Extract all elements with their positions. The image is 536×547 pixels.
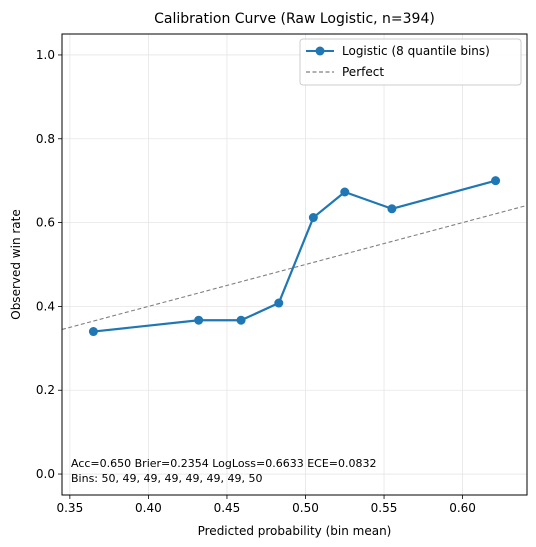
perfect-calibration-line-layer [61,204,528,330]
chart-title: Calibration Curve (Raw Logistic, n=394) [154,11,435,27]
logistic-data-point [194,315,204,325]
logistic-data-point [387,204,397,214]
x-tick-label: 0.40 [135,501,162,515]
logistic-data-point [340,187,350,197]
logistic-data-point [88,327,98,337]
logistic-data-point [274,298,284,308]
y-tick-label: 0.2 [36,383,55,397]
perfect-calibration-line [61,204,528,330]
logistic-data-point [236,315,246,325]
plot-frame [61,33,528,496]
y-tick-label: 0.4 [36,299,55,313]
y-tick-label: 1.0 [36,48,55,62]
y-tick-label: 0.8 [36,132,55,146]
x-axis-label: Predicted probability (bin mean) [198,524,392,538]
series-layer [88,176,501,337]
logistic-series-line [93,179,496,333]
y-axis-ticks: 0.0 0.2 0.4 0.6 0.8 1.0 [36,48,62,481]
x-tick-label: 0.60 [449,501,476,515]
x-tick-label: 0.45 [214,501,241,515]
bins-annotation: Bins: 50, 49, 49, 49, 49, 49, 49, 50 [71,472,262,485]
y-axis-label: Observed win rate [9,209,23,320]
logistic-data-point [491,176,501,186]
grid [62,34,527,495]
y-tick-label: 0.0 [36,467,55,481]
logistic-data-point [308,213,318,223]
legend-series-label: Logistic (8 quantile bins) [342,44,490,58]
legend-series-marker-swatch [315,46,325,56]
x-axis-ticks: 0.35 0.40 0.45 0.50 0.55 0.60 [56,495,476,515]
x-tick-label: 0.50 [292,501,319,515]
x-tick-label: 0.35 [56,501,83,515]
legend-box [299,38,522,86]
metrics-annotation: Acc=0.650 Brier=0.2354 LogLoss=0.6633 EC… [71,457,377,470]
legend: Logistic (8 quantile bins) Perfect [299,38,522,86]
legend-perfect-label: Perfect [342,65,384,79]
x-tick-label: 0.55 [371,501,398,515]
y-tick-label: 0.6 [36,216,55,230]
